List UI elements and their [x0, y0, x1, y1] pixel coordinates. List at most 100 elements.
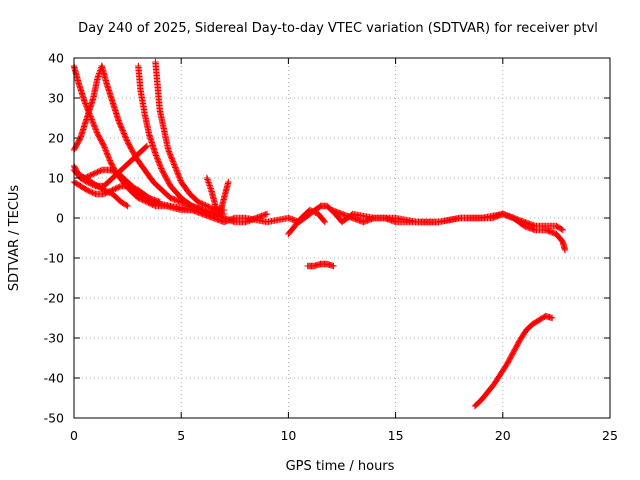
data-point [310, 208, 318, 216]
data-point [203, 202, 211, 210]
data-point [195, 198, 202, 206]
data-point [82, 178, 89, 185]
data-point [559, 226, 567, 234]
data-point [173, 167, 180, 174]
data-point [165, 148, 173, 155]
data-point [171, 162, 178, 170]
y-tick-label: -20 [44, 291, 64, 306]
data-point [116, 120, 123, 127]
data-point [89, 181, 96, 188]
data-point [122, 134, 129, 141]
y-tick-label: 30 [48, 91, 64, 106]
data-point [90, 190, 98, 197]
series-arc-14 [328, 206, 567, 234]
data-point [103, 150, 111, 157]
data-point [174, 170, 181, 177]
data-point [112, 185, 119, 192]
data-point [85, 172, 93, 180]
data-point [106, 155, 113, 163]
data-point [123, 137, 131, 144]
data-point [153, 153, 160, 161]
data-point [172, 164, 179, 171]
data-point [142, 143, 150, 151]
data-point [91, 170, 98, 177]
data-point [141, 194, 148, 202]
data-point [308, 207, 315, 214]
data-point [110, 186, 118, 193]
x-tick-label: 20 [495, 428, 511, 443]
data-point [93, 129, 101, 136]
data-point [112, 169, 120, 176]
series-arc-10 [203, 174, 232, 218]
data-point [103, 189, 111, 196]
x-tick-label: 0 [70, 428, 78, 443]
data-point [167, 152, 174, 160]
data-point [154, 156, 162, 164]
data-point [170, 161, 178, 168]
data-point [90, 182, 98, 189]
data-point [100, 142, 108, 150]
data-point [102, 190, 109, 197]
plot-frame [73, 57, 611, 419]
data-point [176, 174, 183, 181]
grid-lines [74, 58, 610, 418]
data-point [81, 174, 88, 182]
data-point [100, 141, 107, 148]
data-point [104, 151, 111, 158]
data-point [101, 145, 109, 153]
data-point [157, 163, 164, 171]
x-tick-label: 25 [602, 428, 618, 443]
data-point [168, 155, 176, 162]
data-point [87, 188, 95, 196]
data-point [306, 206, 314, 214]
data-point [330, 262, 337, 270]
data-point [85, 187, 92, 194]
data-point [82, 174, 90, 181]
data-point [106, 157, 114, 164]
data-point [169, 156, 176, 164]
data-point [108, 167, 116, 174]
data-point [101, 144, 108, 151]
data-point [168, 154, 175, 161]
data-point [107, 187, 115, 194]
data-point [90, 120, 97, 128]
data-point [110, 168, 117, 175]
data-point [87, 180, 95, 188]
data-point [155, 158, 162, 165]
data-point [86, 188, 93, 195]
data-point [124, 202, 131, 210]
data-point [113, 184, 121, 192]
data-point [172, 165, 180, 173]
y-tick-label: -30 [44, 331, 64, 346]
series-arc-3 [98, 62, 196, 210]
data-point [143, 142, 151, 150]
data-points [70, 58, 569, 410]
x-tick-label: 10 [280, 428, 296, 443]
chart-title: Day 240 of 2025, Sidereal Day-to-day VTE… [78, 21, 598, 36]
data-point [558, 226, 565, 233]
data-point [169, 158, 177, 165]
data-point [199, 200, 206, 208]
data-point [90, 122, 98, 129]
x-axis-label: GPS time / hours [286, 459, 395, 474]
data-point [94, 168, 101, 176]
data-point [166, 151, 174, 158]
data-point [120, 128, 127, 136]
data-point [175, 171, 182, 178]
series-arc-2 [70, 62, 106, 154]
data-point [548, 314, 556, 322]
data-point [76, 136, 83, 143]
data-point [170, 159, 177, 167]
data-point [225, 178, 232, 186]
data-point [90, 170, 97, 178]
data-point [135, 194, 142, 202]
data-point [88, 171, 96, 178]
data-point [97, 167, 104, 174]
y-tick-label: -40 [44, 371, 64, 386]
data-point [119, 127, 126, 134]
x-tick-label: 15 [388, 428, 404, 443]
data-point [102, 147, 109, 154]
data-point [116, 183, 123, 190]
data-point [104, 152, 112, 160]
data-point [103, 148, 110, 156]
